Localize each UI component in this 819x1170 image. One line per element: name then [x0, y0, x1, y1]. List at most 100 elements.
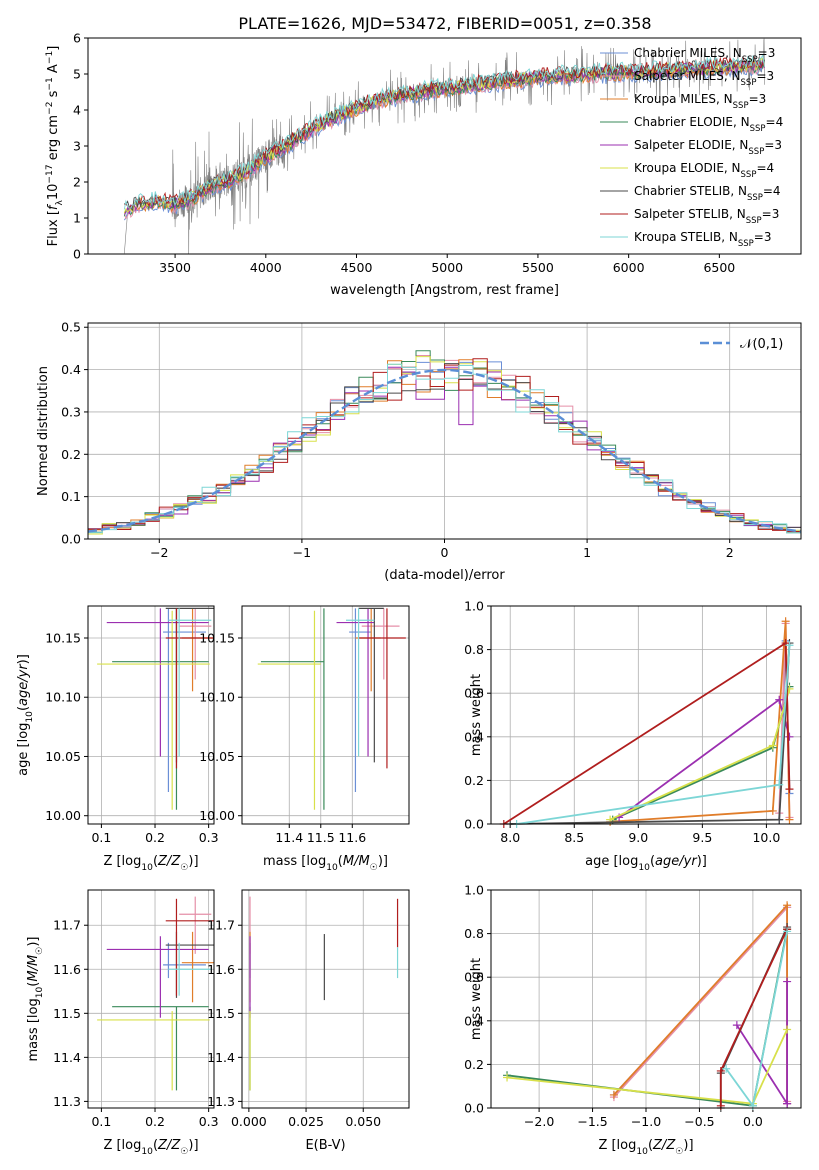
legend-label: Kroupa STELIB, NSSP=3: [634, 230, 772, 249]
x-axis-label: Z [log10(Z/Z☉)]: [103, 854, 198, 873]
x-axis-label: Z [log10(Z/Z☉)]: [598, 1138, 693, 1157]
y-axis-label: mass weight: [469, 958, 484, 1040]
x-tick-label: 6500: [703, 260, 735, 275]
panel-age-vs-Z: 0.1 0.2 0.3 10.00 10.05 10.10 10.15 Z [log10(Z/…: [16, 605, 219, 873]
legend-label: Kroupa MILES, NSSP=3: [634, 92, 766, 111]
y-tick-label: 0.8: [464, 926, 484, 941]
model-line-chabrier-miles: [123, 63, 765, 221]
y-axis-label: Flux [fλ10−17 erg cm−2 s−1 A−1]: [45, 46, 65, 247]
x-tick-label: −2.0: [524, 1114, 554, 1129]
legend-label: 𝒩(0,1): [740, 337, 783, 352]
weight-point-kroupa-stelib: [783, 927, 792, 936]
model-line-salpeter-miles: [123, 61, 765, 220]
x-tick-label: 11.4: [275, 830, 303, 845]
x-tick-label: 5000: [431, 260, 463, 275]
x-tick-label: 0.025: [288, 1114, 324, 1129]
weight-point-kroupa-stelib: [722, 1064, 731, 1073]
panel-weight-vs-Z: −2.0 −1.5 −1.0 −0.5 0.0 0.0 0.2 0.4 0.6 0.8 1.0 Z […: [464, 883, 802, 1157]
y-tick-label: 11.6: [53, 962, 81, 977]
legend-label: Salpeter STELIB, NSSP=3: [634, 207, 779, 226]
legend-label: Chabrier MILES, NSSP=3: [634, 46, 775, 65]
y-tick-label: 0.8: [464, 642, 484, 657]
x-tick-label: 9.5: [692, 830, 712, 845]
x-tick-label: −1: [293, 545, 311, 560]
axes-frame: [490, 605, 802, 825]
y-tick-label: 1: [73, 211, 81, 226]
x-tick-label: 4000: [250, 260, 282, 275]
weight-point-salpeter-elodie: [732, 1021, 741, 1030]
axes-frame: [241, 605, 410, 825]
y-tick-label: 1.0: [464, 883, 484, 898]
y-tick-label: 1.0: [464, 599, 484, 614]
y-tick-label: 10.15: [199, 630, 235, 645]
weight-point-kroupa-miles: [783, 901, 792, 910]
weight-point-kroupa-elodie: [503, 1073, 512, 1082]
legend-label: Chabrier ELODIE, NSSP=4: [634, 115, 783, 134]
y-tick-label: 11.5: [53, 1006, 81, 1021]
y-tick-label: 0.4: [464, 729, 484, 744]
y-tick-label: 0.1: [61, 489, 81, 504]
weight-point-salpeter-elodie: [785, 732, 794, 741]
histogram-kroupa-stelib: [88, 363, 801, 534]
y-axis-label: mass [log10(M/M☉)]: [26, 937, 45, 1062]
y-tick-label: 0.0: [464, 817, 484, 832]
y-tick-label: 11.7: [207, 918, 235, 933]
y-tick-label: 4: [73, 103, 81, 118]
x-tick-label: 10.0: [752, 830, 780, 845]
histogram-kroupa-elodie: [88, 356, 801, 535]
weight-point-kroupa-elodie: [783, 1025, 792, 1034]
x-tick-label: 8.5: [564, 830, 584, 845]
panel-residuals: −2 −1 0 1 2 0.0 0.1 0.2 0.3 0.4 0.5 𝒩(0,1) (data-mod…: [36, 320, 802, 583]
legend-label: Kroupa ELODIE, NSSP=4: [634, 161, 774, 180]
x-axis-label: E(B-V): [305, 1138, 345, 1153]
x-tick-label: 1: [583, 545, 591, 560]
y-tick-label: 10.10: [45, 690, 81, 705]
x-axis-label: mass [log10(M/M☉)]: [263, 854, 388, 873]
y-axis-label: Normed distribution: [36, 366, 51, 496]
y-tick-label: 0.6: [464, 970, 484, 985]
y-tick-label: 10.05: [199, 749, 235, 764]
y-tick-label: 10.00: [45, 808, 81, 823]
plot-area: [491, 606, 801, 824]
panel-mass-vs-ebv: 0.000 0.025 0.050 11.3 11.4 11.5 11.6 11.7 E(B-V…: [207, 889, 410, 1153]
y-tick-label: 11.5: [207, 1006, 235, 1021]
x-tick-label: 11.6: [338, 830, 366, 845]
y-tick-label: 11.3: [53, 1094, 81, 1109]
x-tick-label: 9.0: [628, 830, 648, 845]
panels: 3500 4000 4500 5000 5500 6000 6500 0 1 2 3 4 5 6 Chabr…: [16, 31, 802, 1157]
axes-frame: [490, 889, 802, 1109]
y-tick-label: 0.2: [61, 447, 81, 462]
y-tick-label: 10.00: [199, 808, 235, 823]
y-tick-label: 0.6: [464, 686, 484, 701]
y-tick-label: 5: [73, 67, 81, 82]
panel-spectrum: 3500 4000 4500 5000 5500 6000 6500 0 1 2 3 4 5 6 Chabr…: [45, 31, 802, 298]
x-tick-label: −1.5: [577, 1114, 607, 1129]
axes-frame: [87, 322, 802, 540]
x-tick-label: 11.5: [307, 830, 335, 845]
y-tick-label: 10.05: [45, 749, 81, 764]
axes-frame: [87, 889, 215, 1109]
y-tick-label: 0.4: [61, 362, 81, 377]
panel-weight-vs-age: 8.0 8.5 9.0 9.5 10.0 0.0 0.2 0.4 0.6 0.8 1.0 age [l…: [464, 599, 802, 873]
y-axis-label: mass weight: [469, 674, 484, 756]
histogram-salpeter-stelib: [88, 358, 801, 532]
x-tick-label: 0.0: [743, 1114, 763, 1129]
normal-curve: [87, 368, 802, 533]
x-tick-label: 0.2: [145, 1114, 165, 1129]
y-tick-label: 0: [73, 247, 81, 262]
x-tick-label: 0.1: [91, 830, 111, 845]
y-tick-label: 0.4: [464, 1013, 484, 1028]
x-tick-label: 0.1: [91, 1114, 111, 1129]
x-tick-label: 6000: [613, 260, 645, 275]
x-tick-label: 2: [726, 545, 734, 560]
weight-point-kroupa-miles: [609, 1090, 618, 1099]
y-tick-label: 11.6: [207, 962, 235, 977]
axes-frame: [87, 605, 215, 825]
x-axis-label: wavelength [Angstrom, rest frame]: [330, 283, 559, 298]
y-tick-label: 0.0: [464, 1101, 484, 1116]
weight-point-kroupa-stelib: [785, 641, 794, 650]
weight-point-salpeter-elodie: [775, 695, 784, 704]
y-tick-label: 0.2: [464, 773, 484, 788]
weight-point-salpeter-elodie: [783, 1099, 792, 1108]
